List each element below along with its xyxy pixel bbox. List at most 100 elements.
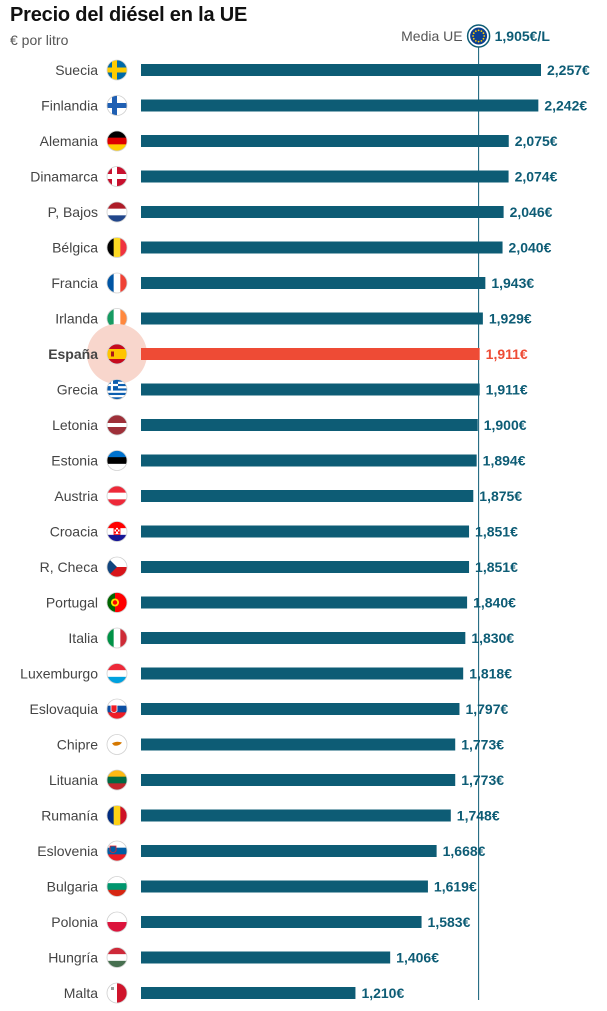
category-label: Bélgica: [52, 240, 98, 256]
value-label: 1,830€: [471, 630, 514, 646]
value-label: 2,074€: [515, 169, 558, 185]
value-label: 1,900€: [484, 417, 527, 433]
value-label: 2,257€: [547, 62, 590, 78]
bar: [141, 561, 470, 573]
romania-flag-icon: [106, 805, 128, 826]
germany-flag-icon: [106, 130, 128, 152]
category-label: Polonia: [51, 914, 98, 930]
value-label: 1,668€: [443, 843, 486, 859]
denmark-flag-icon: [106, 166, 128, 187]
bar: [141, 632, 466, 644]
luxembourg-flag-icon: [106, 663, 128, 684]
spain-flag-icon: [106, 343, 128, 365]
value-label: 1,911€: [486, 382, 528, 398]
lithuania-flag-icon: [106, 769, 128, 791]
value-label: 1,894€: [483, 453, 526, 469]
croatia-flag-icon: [106, 521, 128, 542]
bar: [141, 809, 451, 822]
bar: [141, 64, 541, 76]
slovenia-flag-icon: [106, 840, 128, 862]
bar: [141, 135, 509, 147]
bar: [141, 845, 437, 857]
bar: [141, 419, 478, 431]
malta-flag-icon: [106, 982, 128, 1004]
value-label: 1,840€: [473, 595, 516, 611]
poland-flag-icon: [106, 911, 128, 933]
bar: [141, 170, 509, 183]
bar: [141, 916, 422, 928]
category-label: Irlanda: [55, 311, 98, 327]
value-label: 1,875€: [479, 488, 522, 504]
bar: [141, 383, 480, 396]
bar: [141, 525, 470, 538]
value-label: 2,046€: [510, 204, 553, 220]
value-label: 1,851€: [475, 559, 518, 575]
category-label: Portugal: [46, 595, 98, 611]
category-label: Bulgaria: [47, 879, 99, 895]
value-label: 1,943€: [491, 275, 534, 291]
value-label: 1,818€: [469, 666, 512, 682]
category-label: Suecia: [55, 62, 98, 78]
category-label: Malta: [64, 985, 98, 1001]
france-flag-icon: [106, 272, 128, 294]
category-label: R, Checa: [40, 559, 99, 575]
value-label: 1,773€: [461, 772, 504, 788]
category-label: Italia: [68, 630, 98, 646]
value-label: 1,797€: [465, 701, 508, 717]
category-label: Letonia: [52, 417, 98, 433]
estonia-flag-icon: [106, 450, 128, 471]
finland-flag-icon: [106, 95, 128, 116]
value-label: 1,406€: [396, 950, 439, 966]
bar: [141, 490, 474, 502]
category-label: Lituania: [49, 772, 98, 788]
bar: [141, 667, 464, 680]
category-label: Dinamarca: [30, 169, 98, 185]
category-label: Francia: [51, 275, 98, 291]
category-label: Estonia: [51, 453, 98, 469]
bar: [141, 596, 468, 609]
cyprus-flag-icon: [106, 734, 128, 755]
belgium-flag-icon: [106, 237, 128, 258]
hungary-flag-icon: [106, 947, 128, 968]
bar: [141, 277, 486, 289]
bar: [141, 454, 477, 467]
category-label: España: [48, 346, 98, 362]
category-label: Chipre: [57, 737, 98, 753]
bar: [141, 99, 539, 112]
latvia-flag-icon: [106, 414, 128, 436]
value-label: 1,748€: [457, 808, 500, 824]
category-label: Hungría: [48, 950, 98, 966]
chart-subtitle: € por litro: [10, 32, 69, 48]
sweden-flag-icon: [106, 59, 128, 81]
value-label: 1,773€: [461, 737, 504, 753]
bar: [141, 774, 456, 786]
bar: [141, 348, 480, 360]
value-label: 2,075€: [515, 133, 558, 149]
category-label: Austria: [54, 488, 98, 504]
bar: [141, 951, 391, 964]
category-label: Rumanía: [41, 808, 98, 824]
category-label: Grecia: [57, 382, 98, 398]
category-label: Eslovaquia: [30, 701, 99, 717]
eu-flag-icon: [466, 24, 491, 48]
bar: [141, 703, 460, 715]
value-label: 1,929€: [489, 311, 532, 327]
bar: [141, 987, 356, 999]
value-label: 1,210€: [361, 985, 404, 1001]
value-label: 1,911€: [486, 346, 528, 362]
bar: [141, 241, 503, 254]
italy-flag-icon: [106, 627, 128, 649]
category-label: Alemania: [40, 133, 99, 149]
bar: [141, 880, 428, 893]
chart-title: Precio del diésel en la UE: [10, 4, 248, 26]
czechia-flag-icon: [106, 556, 128, 578]
average-label: Media UE: [401, 28, 462, 44]
category-label: Luxemburgo: [20, 666, 98, 682]
bar: [141, 738, 456, 751]
greece-flag-icon: [106, 379, 128, 400]
value-label: 2,242€: [544, 98, 587, 114]
average-value: 1,905€/L: [495, 28, 551, 44]
category-label: Croacia: [50, 524, 98, 540]
bar: [141, 206, 504, 218]
